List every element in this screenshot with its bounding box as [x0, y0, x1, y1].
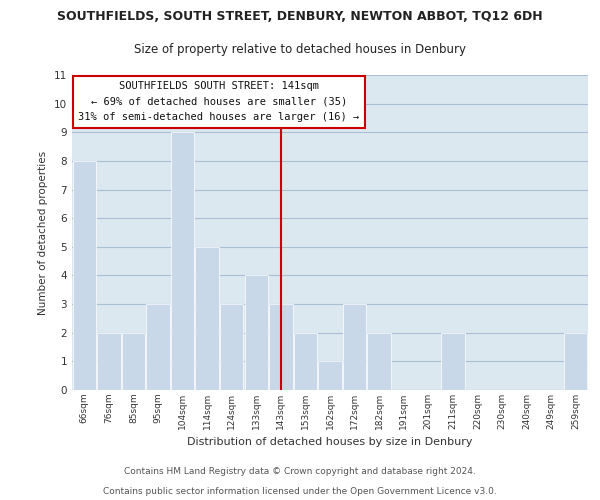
Text: Contains public sector information licensed under the Open Government Licence v3: Contains public sector information licen…	[103, 488, 497, 496]
Bar	[73, 161, 96, 390]
Bar	[97, 332, 121, 390]
Bar	[319, 362, 341, 390]
Y-axis label: Number of detached properties: Number of detached properties	[38, 150, 49, 314]
Bar	[269, 304, 293, 390]
Bar	[441, 332, 464, 390]
Bar	[294, 332, 317, 390]
Bar	[220, 304, 244, 390]
Text: Contains HM Land Registry data © Crown copyright and database right 2024.: Contains HM Land Registry data © Crown c…	[124, 468, 476, 476]
Text: SOUTHFIELDS, SOUTH STREET, DENBURY, NEWTON ABBOT, TQ12 6DH: SOUTHFIELDS, SOUTH STREET, DENBURY, NEWT…	[57, 10, 543, 24]
Text: SOUTHFIELDS SOUTH STREET: 141sqm
← 69% of detached houses are smaller (35)
31% o: SOUTHFIELDS SOUTH STREET: 141sqm ← 69% o…	[79, 82, 359, 122]
Bar	[245, 276, 268, 390]
Bar	[146, 304, 170, 390]
Bar	[367, 332, 391, 390]
Bar	[122, 332, 145, 390]
Bar	[343, 304, 366, 390]
Bar	[171, 132, 194, 390]
Bar	[196, 247, 219, 390]
X-axis label: Distribution of detached houses by size in Denbury: Distribution of detached houses by size …	[187, 438, 473, 448]
Bar	[564, 332, 587, 390]
Text: Size of property relative to detached houses in Denbury: Size of property relative to detached ho…	[134, 44, 466, 57]
